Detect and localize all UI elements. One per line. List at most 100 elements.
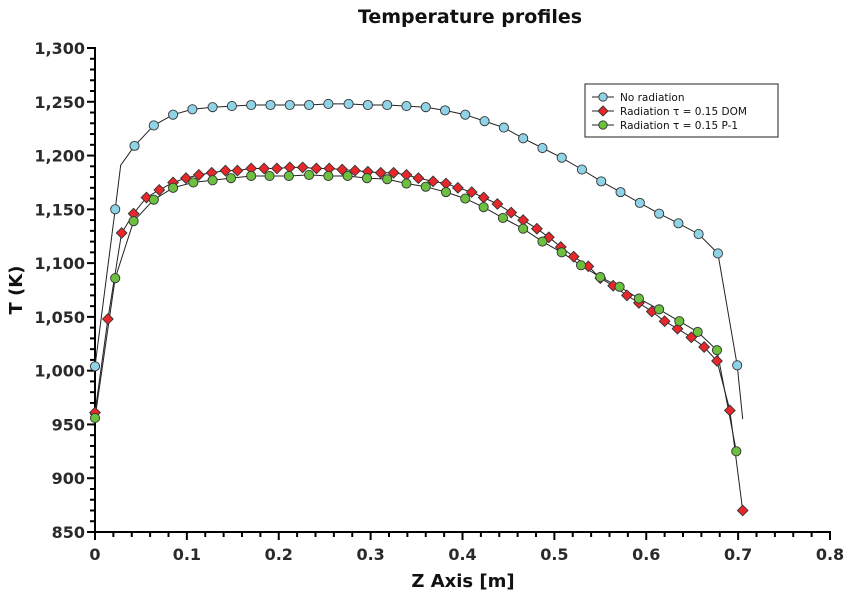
data-point (537, 142, 548, 154)
x-tick-label: 0 (89, 545, 100, 564)
data-point (732, 360, 743, 371)
data-point (621, 289, 633, 302)
data-point (382, 99, 393, 111)
data-point (387, 166, 400, 179)
data-point (231, 164, 244, 177)
data-point (460, 193, 471, 204)
data-point (265, 99, 276, 111)
data-point (518, 133, 529, 144)
x-tick-label: 0.5 (540, 545, 568, 564)
data-point (270, 162, 283, 175)
data-point (530, 222, 543, 235)
data-point (440, 187, 452, 198)
data-point (382, 174, 393, 185)
data-point (465, 186, 478, 199)
data-point (614, 281, 625, 292)
y-tick-label: 900 (52, 469, 85, 488)
data-point (698, 341, 711, 353)
y-tick-label: 1,300 (34, 39, 85, 58)
data-point (477, 191, 490, 204)
data-point (736, 504, 749, 517)
series-line-1 (94, 166, 744, 511)
data-point (89, 361, 101, 372)
series-layer (89, 98, 749, 517)
x-tick-label: 0.2 (265, 545, 293, 564)
data-point (207, 175, 218, 186)
data-point (439, 105, 451, 116)
data-point (89, 412, 101, 424)
chart-title: Temperature profiles (358, 6, 582, 28)
data-point (323, 98, 334, 109)
y-tick-label: 1,050 (34, 308, 85, 327)
data-point (304, 99, 315, 111)
data-point (296, 161, 309, 174)
data-point (556, 247, 567, 258)
series-line-2 (94, 174, 737, 452)
data-point (246, 99, 257, 111)
data-point (479, 116, 490, 127)
data-point (412, 172, 425, 185)
data-point (180, 172, 192, 185)
legend-box (584, 83, 779, 138)
data-point (595, 272, 606, 283)
x-tick-label: 0.1 (173, 545, 201, 564)
legend-label: Radiation τ = 0.15 DOM (620, 106, 747, 118)
data-point (110, 273, 121, 284)
x-tick-label: 0.7 (724, 545, 752, 564)
data-point (225, 173, 237, 184)
legend-item-p1: Radiation τ = 0.15 P-1 (592, 120, 738, 132)
data-point (148, 194, 159, 205)
data-point (362, 99, 373, 111)
data-point (264, 170, 275, 182)
data-point (731, 446, 742, 457)
series-markers-0 (89, 98, 743, 372)
data-point (505, 206, 518, 219)
y-tick-label: 1,000 (34, 362, 85, 381)
data-point (556, 152, 567, 163)
data-point (188, 177, 199, 188)
data-point (654, 304, 665, 315)
data-point (374, 166, 387, 179)
data-point (246, 170, 257, 182)
series-markers-1 (89, 161, 749, 517)
data-point (361, 173, 373, 184)
series-markers-2 (89, 169, 742, 457)
data-point (498, 122, 509, 133)
y-tick-label: 1,250 (34, 93, 85, 112)
data-point (518, 223, 529, 234)
legend-marker-diamond-icon (597, 105, 609, 117)
legend-label: Radiation τ = 0.15 P-1 (620, 120, 738, 132)
data-point (575, 260, 587, 271)
data-point (401, 101, 412, 112)
y-axis: 850 900 950 1,000 1,050 1,100 1,150 1,200 1,250 1… (34, 39, 96, 542)
data-point (187, 104, 198, 115)
y-tick-label: 850 (52, 523, 85, 542)
data-point (427, 175, 440, 188)
data-point (576, 164, 587, 175)
data-point (304, 169, 315, 180)
legend-label: No radiation (620, 92, 685, 104)
data-point (128, 216, 139, 227)
data-point (140, 191, 153, 204)
data-point (658, 315, 671, 328)
x-axis-label: Z Axis [m] (411, 571, 514, 592)
data-point (168, 182, 179, 193)
data-point (633, 293, 644, 304)
data-point (693, 229, 704, 240)
data-point (491, 198, 504, 210)
data-point (711, 355, 723, 367)
data-point (634, 197, 645, 208)
x-tick-label: 0.4 (448, 545, 476, 564)
data-point (342, 170, 353, 182)
data-point (284, 99, 295, 111)
data-point (192, 168, 205, 181)
legend-marker-circle-icon (598, 92, 608, 102)
x-tick-label: 0.3 (356, 545, 384, 564)
data-point (283, 170, 294, 182)
data-point (310, 162, 323, 175)
data-point (478, 202, 489, 213)
data-point (323, 170, 334, 182)
x-axis: 0 0.1 0.2 0.3 0.4 0.5 0.6 0.7 0.8 (89, 531, 844, 564)
data-point (148, 120, 159, 131)
data-point (101, 313, 114, 325)
